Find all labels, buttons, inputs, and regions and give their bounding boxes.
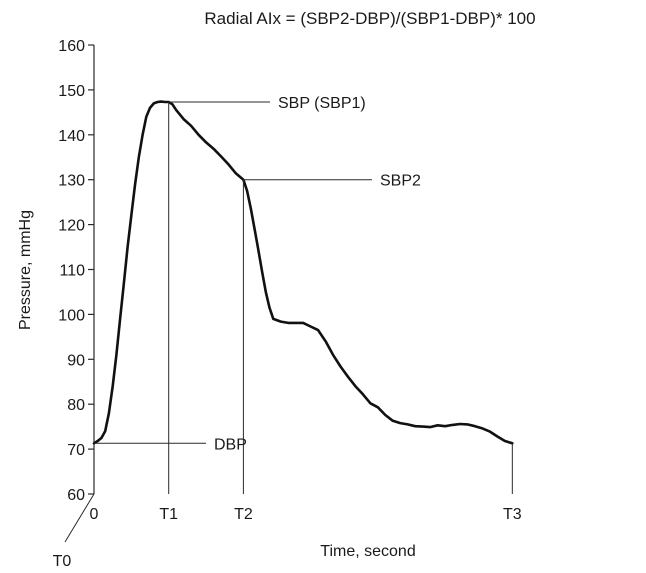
annotations: SBP (SBP1) SBP2 DBP	[94, 95, 513, 494]
x-marker-label: T1	[159, 506, 178, 523]
series-line	[92, 100, 514, 445]
x-marker-label: T3	[503, 506, 522, 523]
y-tick-label: 130	[58, 173, 85, 190]
y-ticks: 60 70 80 90 100 110 120 130 140 150 160	[58, 38, 94, 504]
x-markers: 0 T1 T2 T3 T0	[53, 506, 522, 570]
annotation-label: DBP	[214, 436, 247, 453]
axes	[64, 45, 95, 543]
y-tick-label: 120	[58, 218, 85, 235]
y-tick-label: 110	[59, 263, 85, 280]
annotation-label: SBP (SBP1)	[278, 95, 366, 112]
origin-line	[64, 493, 95, 543]
y-axis-label: Pressure, mmHg	[17, 210, 34, 330]
y-tick-label: 60	[67, 487, 85, 504]
annotation-label: SBP2	[380, 173, 421, 190]
y-tick-label: 80	[67, 397, 85, 414]
y-tick-label: 160	[58, 38, 85, 55]
y-tick-label: 100	[58, 307, 85, 324]
x-marker-label: T2	[234, 506, 253, 523]
y-tick-label: 90	[67, 352, 85, 369]
series-layer	[92, 100, 514, 445]
y-tick-label: 70	[67, 442, 85, 459]
x-axis-label: Time, second	[320, 543, 415, 560]
y-tick-label: 150	[58, 83, 85, 100]
x-marker-label: 0	[90, 506, 99, 523]
y-tick-label: 140	[58, 128, 85, 145]
chart-title: Radial AIx = (SBP2-DBP)/(SBP1-DBP)* 100	[204, 9, 535, 28]
origin-label: T0	[53, 553, 72, 570]
